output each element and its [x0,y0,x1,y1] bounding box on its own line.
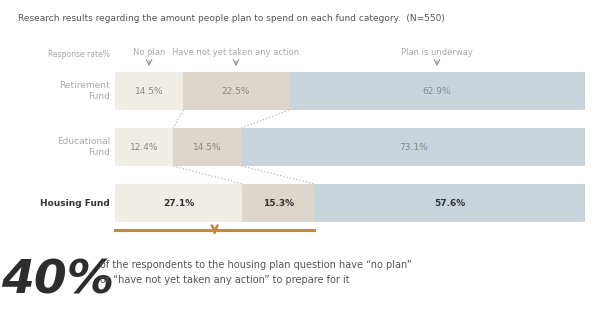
Text: Research results regarding the amount people plan to spend on each fund category: Research results regarding the amount pe… [18,14,445,23]
Text: 12.4%: 12.4% [130,142,158,152]
Bar [173,128,241,166]
Text: of the respondents to the housing plan question have “no plan”: of the respondents to the housing plan q… [100,260,412,270]
Text: Educational
Fund: Educational Fund [57,137,110,157]
Text: 15.3%: 15.3% [263,198,294,208]
Text: 14.5%: 14.5% [193,142,221,152]
Text: 40%: 40% [1,258,115,303]
Text: 73.1%: 73.1% [399,142,428,152]
Text: 57.6%: 57.6% [434,198,465,208]
Bar [241,128,585,166]
Text: Housing Fund: Housing Fund [40,198,110,208]
Text: Plan is underway: Plan is underway [401,48,473,57]
Text: 27.1%: 27.1% [163,198,194,208]
Bar [115,128,173,166]
Bar [289,72,584,110]
Text: 14.5%: 14.5% [135,87,163,95]
Text: Have not yet taken any action: Have not yet taken any action [172,48,299,57]
Bar [115,184,242,222]
Bar [115,72,183,110]
Text: Response rate%: Response rate% [48,50,110,59]
Text: Retirement
Fund: Retirement Fund [59,81,110,101]
Text: 22.5%: 22.5% [222,87,250,95]
Text: No plan: No plan [133,48,165,57]
Text: 62.9%: 62.9% [422,87,451,95]
Bar [242,184,314,222]
Bar [183,72,289,110]
Text: or “have not yet taken any action” to prepare for it: or “have not yet taken any action” to pr… [100,275,350,285]
Bar [314,184,585,222]
